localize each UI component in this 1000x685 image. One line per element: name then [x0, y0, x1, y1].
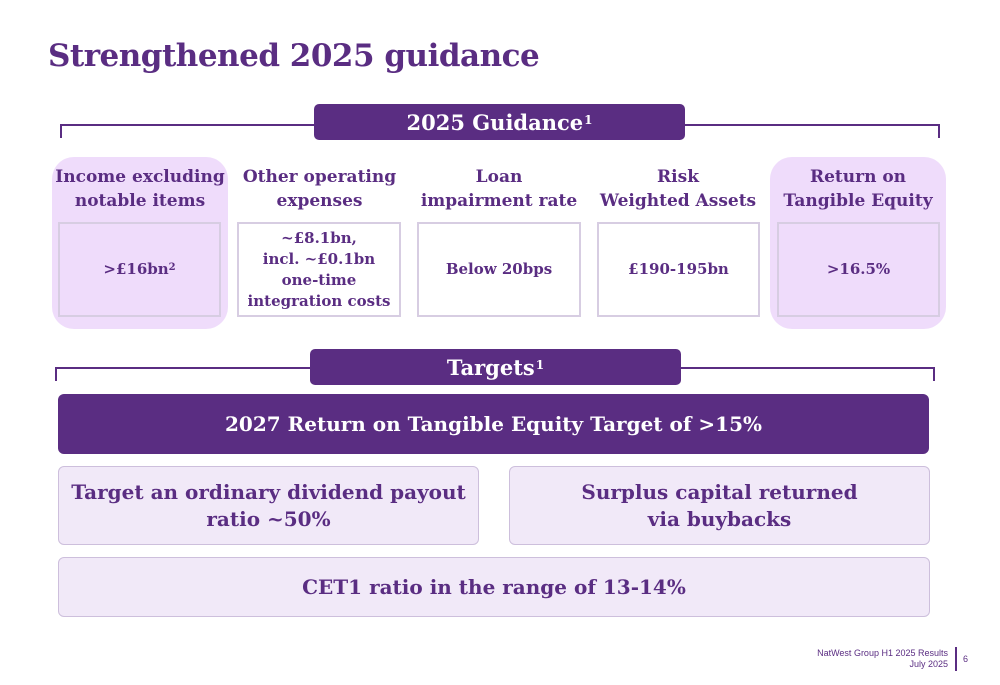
footer-divider: [955, 647, 957, 671]
rote-header-line-1: Return on: [809, 167, 907, 187]
rwa-value-box: £190-195bn: [597, 222, 760, 317]
guidance-heading: 2025 Guidance 1: [314, 104, 685, 140]
rote-value-box: >16.5%: [777, 222, 940, 317]
rote-header: Return on Tangible Equity: [770, 165, 946, 213]
income-header: Income excluding notable items: [52, 165, 228, 213]
dividend-target: Target an ordinary dividend payout ratio…: [58, 466, 479, 545]
dividend-target-line-1: Target an ordinary dividend payout: [71, 479, 466, 504]
rote-value: >16.5%: [826, 260, 891, 278]
opex-header-line-1: Other operating: [242, 167, 397, 187]
opex-value-line-2: incl. ~£0.1bn: [262, 249, 376, 268]
guidance-heading-footnote: 1: [584, 113, 593, 127]
rwa-header: Risk Weighted Assets: [592, 165, 764, 213]
page-title: Strengthened 2025 guidance: [48, 38, 540, 74]
buybacks-target-line-2: via buybacks: [647, 506, 792, 531]
footer-line-2: July 2025: [909, 659, 948, 669]
cet1-target-text: CET1 ratio in the range of 13-14%: [302, 574, 686, 599]
income-header-line-1: Income excluding: [55, 167, 225, 187]
footer-text: NatWest Group H1 2025 Results July 2025: [817, 648, 948, 670]
opex-value-line-1: ~£8.1bn,: [281, 228, 357, 247]
opex-header: Other operating expenses: [233, 165, 406, 213]
targets-heading-text: Targets: [446, 354, 535, 380]
opex-header-line-2: expenses: [276, 191, 363, 211]
rote-2027-target: 2027 Return on Tangible Equity Target of…: [58, 394, 929, 454]
cet1-target: CET1 ratio in the range of 13-14%: [58, 557, 930, 617]
rwa-value: £190-195bn: [628, 260, 729, 278]
buybacks-target: Surplus capital returned via buybacks: [509, 466, 930, 545]
income-value-box: >£16bn 2: [58, 222, 221, 317]
opex-value-line-4: integration costs: [247, 291, 391, 310]
impairment-header-line-1: Loan: [475, 167, 523, 187]
impairment-value-box: Below 20bps: [417, 222, 581, 317]
income-header-line-2: notable items: [74, 191, 206, 211]
targets-heading-footnote: 1: [535, 358, 545, 372]
page-number: 6: [963, 654, 969, 664]
impairment-header-line-2: impairment rate: [420, 191, 578, 211]
buybacks-target-line-1: Surplus capital returned: [581, 479, 858, 504]
targets-heading: Targets 1: [310, 349, 681, 385]
income-value-footnote: 2: [168, 262, 176, 273]
impairment-header: Loan impairment rate: [413, 165, 585, 213]
impairment-value: Below 20bps: [445, 260, 553, 278]
income-value: >£16bn: [103, 260, 169, 278]
rwa-header-line-2: Weighted Assets: [599, 191, 757, 211]
opex-value-box: ~£8.1bn, incl. ~£0.1bn one-time integrat…: [237, 222, 401, 317]
guidance-heading-text: 2025 Guidance: [406, 109, 584, 135]
opex-value-line-3: one-time: [281, 270, 357, 289]
rote-header-line-2: Tangible Equity: [783, 191, 933, 211]
dividend-target-line-2: ratio ~50%: [206, 506, 331, 531]
rwa-header-line-1: Risk: [657, 167, 699, 187]
footer-line-1: NatWest Group H1 2025 Results: [817, 648, 948, 658]
